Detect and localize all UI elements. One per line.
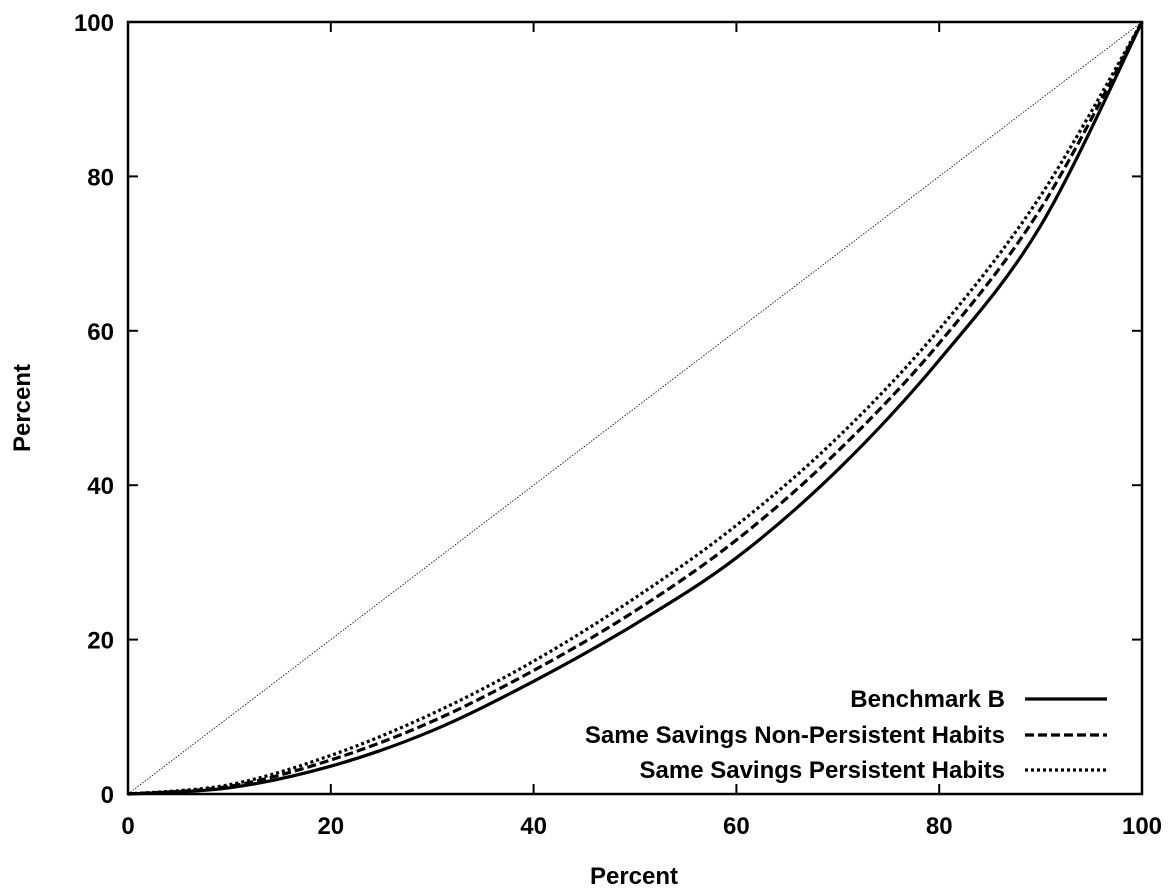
x-tick-label: 0 [121,813,134,840]
legend-label-3: Same Savings Persistent Habits [640,757,1005,784]
y-axis-title: Percent [9,364,36,452]
y-tick-label: 60 [87,319,114,346]
x-tick-label: 80 [926,813,953,840]
x-tick-label: 60 [723,813,750,840]
series-line-2 [127,21,1144,796]
y-tick-label: 20 [87,628,114,655]
equality-line [127,21,1143,795]
y-tick-label: 40 [87,473,114,500]
series-line-1 [127,21,1144,796]
legend-label-1: Benchmark B [850,686,1005,713]
legend-label-2: Same Savings Non-Persistent Habits [585,722,1005,749]
x-axis-title: Percent [590,863,678,890]
x-tick-label: 100 [1122,813,1162,840]
y-tick-label: 0 [101,782,114,809]
plot-frame [126,20,1144,796]
y-tick-label: 80 [87,164,114,191]
y-tick-label: 100 [74,10,114,37]
x-tick-label: 20 [317,813,344,840]
x-tick-label: 40 [520,813,547,840]
